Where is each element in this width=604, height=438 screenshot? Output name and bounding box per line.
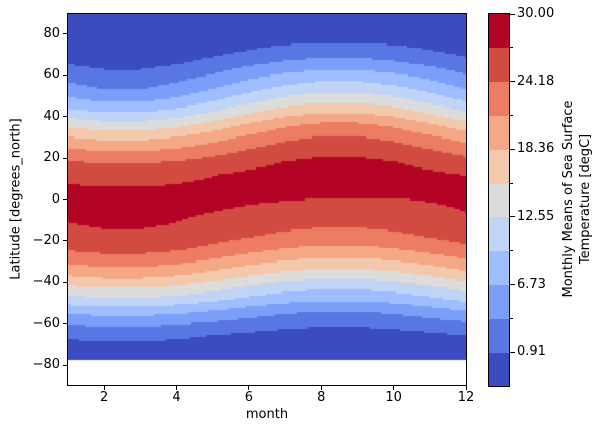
colorbar-swatch	[489, 115, 509, 150]
colorbar-label: Monthly Means of Sea Surface Temperature…	[560, 100, 594, 297]
y-tick	[63, 116, 67, 118]
colorbar-tick-label: 0.91	[517, 344, 546, 360]
colorbar-swatch	[489, 149, 509, 184]
x-tick	[176, 386, 178, 390]
colorbar-tick	[510, 284, 515, 285]
colorbar-swatch	[489, 183, 509, 218]
colorbar-label-line2: Temperature [degC]	[578, 133, 593, 265]
y-tick	[63, 33, 67, 35]
x-tick-label: 4	[172, 390, 181, 405]
y-tick	[63, 74, 67, 76]
colorbar-tick-label: 30.00	[517, 6, 555, 21]
colorbar-tick-label: 24.18	[517, 73, 555, 89]
colorbar-swatch	[489, 318, 509, 353]
x-tick-label: 8	[317, 390, 326, 405]
y-tick-label: −60	[32, 315, 60, 331]
colorbar-label-line1: Monthly Means of Sea Surface	[561, 100, 576, 298]
colorbar-tick	[510, 13, 515, 15]
colorbar-tick-label: 12.55	[517, 208, 555, 224]
colorbar-swatch	[489, 47, 509, 83]
y-tick	[63, 199, 67, 200]
y-tick	[63, 240, 67, 242]
contour-plot-canvas	[68, 14, 466, 385]
x-tick-label: 10	[385, 390, 402, 405]
x-tick-label: 12	[457, 390, 475, 405]
x-tick	[320, 386, 322, 390]
y-tick	[63, 157, 67, 159]
colorbar	[488, 13, 510, 387]
x-tick	[103, 386, 105, 390]
plot-area	[67, 13, 467, 386]
y-tick-label: 20	[43, 150, 60, 166]
colorbar-tick	[510, 148, 515, 150]
y-tick	[63, 323, 67, 325]
y-tick-label: 40	[43, 108, 60, 124]
colorbar-minor-tick	[510, 250, 513, 252]
y-tick-label: −40	[32, 274, 60, 290]
y-tick	[63, 364, 67, 366]
colorbar-swatch	[489, 352, 509, 387]
colorbar-minor-tick	[510, 47, 513, 49]
colorbar-minor-tick	[510, 114, 513, 116]
y-tick-label: −20	[32, 232, 60, 248]
colorbar-swatch	[489, 284, 509, 319]
colorbar-minor-tick	[510, 317, 513, 319]
colorbar-tick-label: 18.36	[517, 141, 555, 157]
colorbar-swatch	[489, 216, 509, 252]
x-tick-label: 6	[244, 390, 254, 405]
colorbar-minor-tick	[510, 182, 513, 184]
y-tick-label: 80	[43, 25, 60, 41]
colorbar-swatch	[489, 14, 509, 49]
colorbar-tick	[510, 351, 515, 353]
y-tick-label: −80	[32, 357, 60, 373]
y-tick-label: 60	[43, 67, 60, 83]
x-tick-label: 2	[100, 390, 109, 405]
y-tick-label: 0	[51, 191, 60, 207]
colorbar-swatch	[489, 81, 509, 116]
colorbar-tick	[510, 216, 515, 218]
x-tick	[248, 386, 250, 390]
colorbar-tick	[510, 81, 515, 83]
y-tick	[63, 281, 67, 283]
colorbar-swatch	[489, 250, 509, 286]
colorbar-tick-label: 6.73	[517, 276, 546, 292]
x-axis-label: month	[245, 407, 289, 422]
x-tick	[465, 386, 467, 390]
x-tick	[393, 386, 395, 390]
